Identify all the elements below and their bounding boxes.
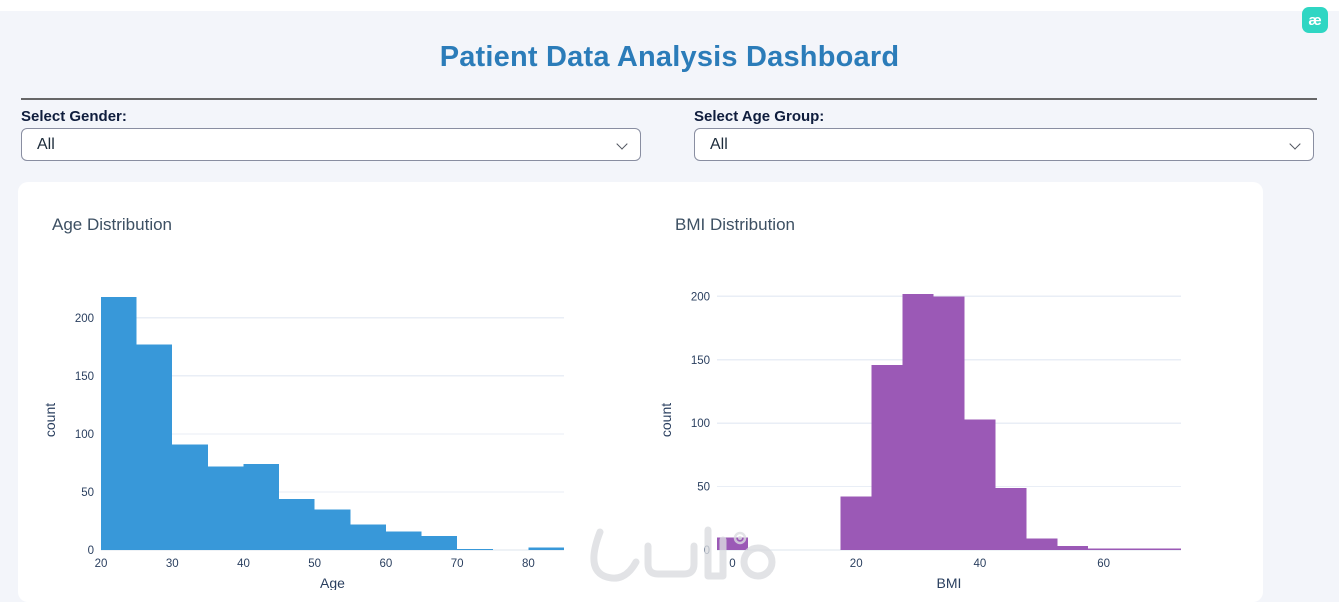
svg-text:100: 100: [75, 429, 94, 441]
header-divider: [21, 98, 1317, 100]
age-group-select[interactable]: All: [694, 128, 1314, 161]
svg-text:60: 60: [1097, 558, 1110, 570]
svg-text:200: 200: [75, 313, 94, 325]
svg-text:20: 20: [95, 558, 108, 570]
svg-text:count: count: [658, 403, 674, 437]
svg-text:100: 100: [691, 418, 710, 430]
svg-text:70: 70: [451, 558, 464, 570]
top-bar: [0, 0, 1339, 11]
svg-text:200: 200: [691, 291, 710, 303]
svg-text:40: 40: [237, 558, 250, 570]
age-chart-title: Age Distribution: [52, 215, 173, 234]
svg-text:50: 50: [697, 482, 710, 494]
svg-text:0: 0: [88, 545, 94, 557]
svg-text:60: 60: [380, 558, 393, 570]
ae-badge-label: æ: [1308, 11, 1322, 29]
svg-text:BMI: BMI: [937, 575, 962, 590]
svg-text:40: 40: [974, 558, 987, 570]
ae-extension-badge[interactable]: æ: [1302, 7, 1328, 33]
bmi-chart-title: BMI Distribution: [675, 215, 795, 234]
svg-text:Age: Age: [320, 575, 345, 590]
svg-text:80: 80: [522, 558, 535, 570]
gender-filter: All: [21, 128, 641, 161]
svg-text:150: 150: [75, 371, 94, 383]
age-group-filter-label: Select Age Group:: [694, 108, 825, 125]
page-title: Patient Data Analysis Dashboard: [439, 41, 900, 73]
svg-text:count: count: [42, 403, 58, 437]
bmi-distribution-histogram[interactable]: 0 20 40 60 0 50 100 150 200 BMI count: [650, 240, 1270, 590]
svg-text:50: 50: [81, 487, 94, 499]
svg-text:150: 150: [691, 355, 710, 367]
gender-filter-label: Select Gender:: [21, 108, 127, 125]
svg-text:20: 20: [850, 558, 863, 570]
svg-text:0: 0: [704, 545, 710, 557]
svg-text:30: 30: [166, 558, 179, 570]
svg-text:50: 50: [308, 558, 321, 570]
age-group-filter: All: [694, 128, 1314, 161]
gender-select[interactable]: All: [21, 128, 641, 161]
svg-text:0: 0: [729, 558, 735, 570]
age-distribution-histogram[interactable]: 20 30 40 50 60 70 80 0 50 100 150 200 Age count: [8, 240, 628, 590]
